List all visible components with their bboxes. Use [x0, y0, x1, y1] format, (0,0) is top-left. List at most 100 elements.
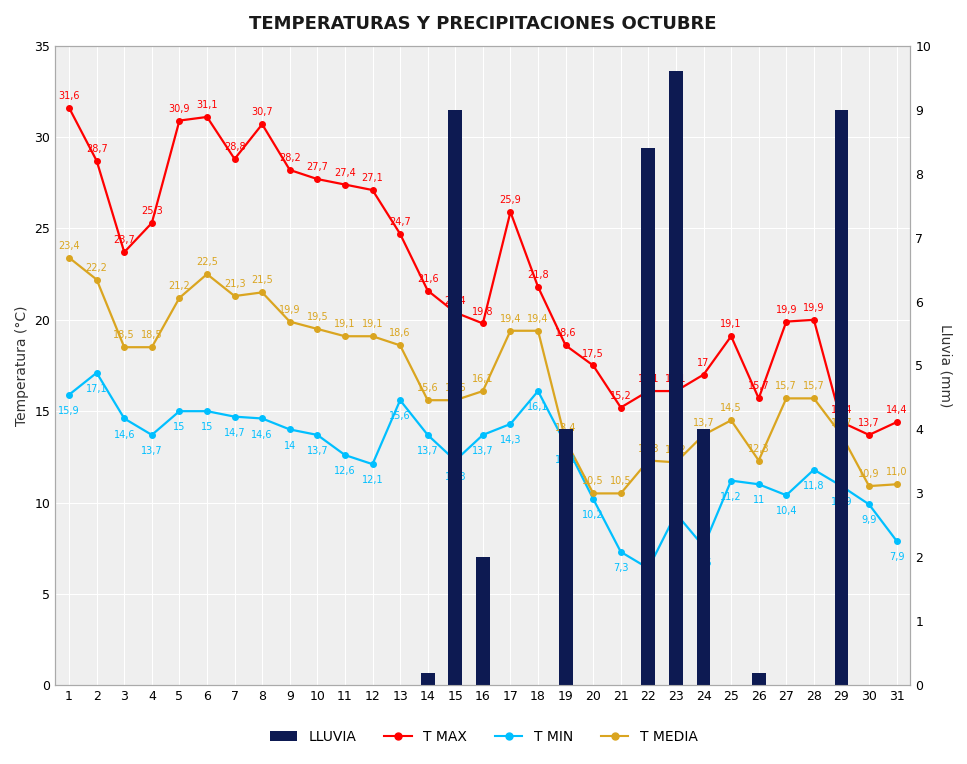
Bar [421, 672, 434, 685]
T MEDIA [174, 293, 186, 303]
Text: 21,5: 21,5 [251, 276, 273, 286]
T MEDIA [505, 326, 516, 335]
T MEDIA [753, 456, 765, 465]
Text: 13,2: 13,2 [555, 455, 576, 465]
Text: 21,3: 21,3 [223, 279, 246, 289]
Text: 11,0: 11,0 [886, 468, 907, 478]
Text: 21,2: 21,2 [168, 281, 190, 291]
T MAX [864, 430, 875, 439]
Text: 11,8: 11,8 [804, 481, 825, 490]
T MIN [477, 430, 488, 439]
Text: 24,7: 24,7 [390, 217, 411, 227]
T MAX [642, 387, 654, 396]
Text: 15,6: 15,6 [417, 384, 438, 393]
T MEDIA [366, 332, 378, 341]
T MEDIA [560, 435, 571, 445]
T MAX [311, 174, 323, 183]
Text: 14,4: 14,4 [886, 405, 907, 415]
T MAX [201, 112, 213, 121]
T MAX [450, 308, 461, 317]
T MAX [753, 393, 765, 403]
T MEDIA [477, 387, 488, 396]
Text: 13,7: 13,7 [417, 446, 438, 456]
Text: 22,5: 22,5 [196, 257, 218, 267]
Text: 10,5: 10,5 [582, 477, 604, 487]
Text: 19,4: 19,4 [500, 314, 521, 324]
Text: 19,8: 19,8 [472, 306, 493, 316]
T MAX [698, 370, 710, 379]
Text: 12,1: 12,1 [362, 475, 383, 485]
T MEDIA [91, 275, 103, 284]
Bar [751, 672, 766, 685]
Text: 16,1: 16,1 [472, 374, 493, 384]
T MIN [560, 439, 571, 448]
Text: 14,3: 14,3 [500, 435, 521, 445]
T MAX [366, 186, 378, 195]
T MIN [891, 536, 902, 545]
T MEDIA [532, 326, 543, 335]
T MAX [146, 219, 158, 228]
T MIN [366, 460, 378, 469]
Text: 18,5: 18,5 [113, 330, 135, 340]
Text: 23,4: 23,4 [58, 241, 80, 251]
T MAX [174, 116, 186, 125]
T MEDIA [670, 458, 682, 467]
Text: 15,7: 15,7 [776, 381, 797, 391]
Text: 17: 17 [697, 358, 710, 367]
T MAX [256, 120, 268, 129]
T MAX [532, 283, 543, 292]
T MAX [422, 286, 433, 295]
Text: 17,1: 17,1 [86, 384, 107, 394]
T MIN [698, 542, 710, 551]
Text: 19,1: 19,1 [335, 319, 356, 329]
Bar [835, 109, 848, 685]
Text: 19,5: 19,5 [307, 312, 328, 322]
Text: 15,9: 15,9 [58, 406, 80, 416]
Text: 13,7: 13,7 [692, 418, 715, 428]
T MAX [615, 403, 627, 412]
T MEDIA [780, 393, 792, 403]
T MIN [670, 509, 682, 518]
T MEDIA [118, 342, 130, 351]
Bar [669, 71, 683, 685]
Text: 19,1: 19,1 [362, 319, 383, 329]
T MAX [560, 341, 571, 350]
T MEDIA [642, 456, 654, 465]
Text: 14,6: 14,6 [251, 429, 273, 439]
Text: 7,3: 7,3 [613, 563, 629, 573]
Text: 10,9: 10,9 [831, 497, 852, 507]
T MEDIA [615, 489, 627, 498]
T MEDIA [339, 332, 351, 341]
T MIN [284, 425, 296, 434]
T MIN [229, 412, 241, 421]
Text: 12,3: 12,3 [747, 444, 770, 454]
T MAX [587, 361, 599, 370]
Text: 19,9: 19,9 [804, 303, 825, 312]
Text: 10,2: 10,2 [582, 510, 604, 520]
T MIN [339, 451, 351, 460]
Text: 25,9: 25,9 [500, 195, 521, 205]
Text: 14,7: 14,7 [223, 428, 246, 438]
T MEDIA [201, 270, 213, 279]
T MIN [118, 414, 130, 423]
Text: 27,7: 27,7 [307, 162, 328, 172]
T MIN [615, 547, 627, 556]
T MIN [201, 406, 213, 416]
T MAX [339, 180, 351, 189]
T MEDIA [63, 253, 74, 262]
T MIN [422, 430, 433, 439]
Text: 15,2: 15,2 [610, 390, 631, 400]
T MIN [256, 414, 268, 423]
T MEDIA [256, 288, 268, 297]
Text: 19,9: 19,9 [279, 305, 301, 315]
Text: 16,1: 16,1 [527, 402, 549, 413]
Legend: LLUVIA, T MAX, T MIN, T MEDIA: LLUVIA, T MAX, T MIN, T MEDIA [264, 724, 703, 749]
T MEDIA [284, 317, 296, 326]
Text: 12,3: 12,3 [637, 444, 659, 454]
T MEDIA [450, 396, 461, 405]
T MAX [835, 418, 847, 427]
Text: 17,5: 17,5 [582, 348, 604, 358]
Text: 9,4: 9,4 [668, 525, 684, 535]
Bar [641, 148, 656, 685]
Text: 27,4: 27,4 [334, 167, 356, 177]
